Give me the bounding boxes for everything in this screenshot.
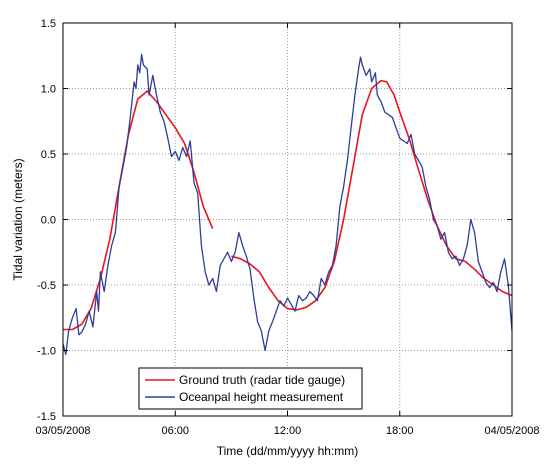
legend: Ground truth (radar tide gauge) Oceanpal … <box>138 367 363 410</box>
axis-ticks <box>62 22 513 417</box>
grid-lines <box>63 23 512 416</box>
y-tick-label: -1.0 <box>37 346 56 358</box>
y-tick-label: 0.5 <box>41 149 56 161</box>
legend-entry: Oceanpal height measurement <box>179 390 344 404</box>
legend-box <box>138 367 363 410</box>
x-tick-label: 12:00 <box>274 425 302 437</box>
x-tick-label: 03/05/2008 <box>35 425 90 437</box>
x-tick-label: 04/05/2008 <box>484 425 539 437</box>
y-axis-label: Tidal variation (meters) <box>11 158 25 280</box>
tick-labels: 03/05/2008 06:00 12:00 18:00 04/05/2008 -1.5 -… <box>35 18 539 437</box>
series-line-oceanpal <box>62 53 513 356</box>
y-tick-label: -0.5 <box>37 280 56 292</box>
x-tick-label: 18:00 <box>386 425 414 437</box>
x-tick-label: 06:00 <box>161 425 189 437</box>
series-lines <box>62 53 513 356</box>
x-axis-label: Time (dd/mm/yyyy hh:mm) <box>217 444 359 458</box>
y-tick-label: -1.5 <box>37 411 56 423</box>
legend-entry: Ground truth (radar tide gauge) <box>179 373 345 387</box>
y-tick-label: 0.0 <box>41 215 56 227</box>
y-tick-label: 1.5 <box>41 18 56 30</box>
y-tick-label: 1.0 <box>41 84 56 96</box>
